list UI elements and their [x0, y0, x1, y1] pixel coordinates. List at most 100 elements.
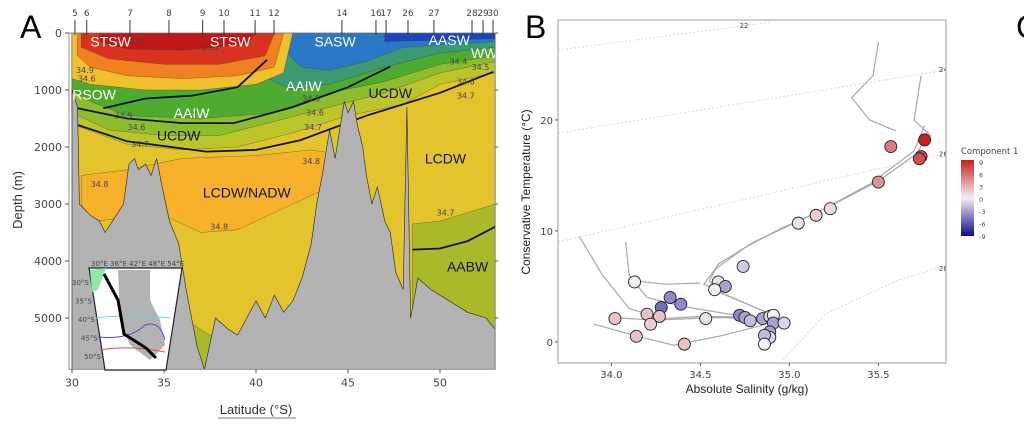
inset-lat-label: 45°S	[81, 335, 98, 343]
contour-label: 34.6	[306, 109, 324, 118]
contour-label: 34.4	[449, 57, 467, 66]
x-tick-label: 50	[433, 376, 447, 389]
section-frame	[68, 32, 496, 370]
inset-map: 30°E 36°E 42°E 48°E 54°E 30°S 35°S 40°S 45°S…	[72, 260, 184, 371]
contour-label: 34.7	[131, 140, 149, 149]
ts-point	[884, 140, 898, 153]
panel-label-a: A	[20, 9, 42, 45]
ts-point	[608, 312, 622, 326]
water-mass-label: SASW	[315, 34, 357, 50]
ts-xlabel: Absolute Salinity (g/kg)	[686, 382, 809, 396]
ts-point	[718, 279, 732, 293]
water-mass-label: UCDW	[369, 85, 413, 101]
panel-label-b: B	[525, 9, 546, 45]
ts-point	[743, 314, 757, 328]
inset-lat-label: 40°S	[78, 316, 95, 324]
neutral-density-line	[103, 59, 268, 110]
station-label: 10	[218, 9, 230, 19]
ts-profile	[913, 75, 933, 138]
ts-point	[823, 202, 837, 216]
ts-point	[736, 259, 750, 273]
inset-cruise-track	[102, 273, 158, 360]
neutral-density-line	[412, 226, 496, 251]
ts-point	[777, 316, 791, 330]
density-contour-label: 28	[939, 265, 948, 273]
y-tick-label: 3000	[34, 198, 62, 211]
inset-lat-label: 50°S	[84, 353, 101, 361]
x-tick-label: 45	[341, 376, 355, 389]
water-mass-label: LCDW	[425, 150, 467, 166]
salinity-region-stsw	[99, 33, 257, 51]
ts-point	[758, 337, 771, 351]
inset-lat-label: 30°S	[72, 279, 89, 287]
contour-label: 34.5	[302, 94, 320, 103]
ts-point	[644, 317, 658, 331]
ts-point	[677, 337, 691, 351]
contour-label: 34.7	[437, 208, 455, 217]
neutral-density-line	[71, 65, 391, 124]
legend-title: Component 1	[961, 147, 1018, 157]
x-tick-label: 35.5	[867, 370, 889, 381]
x-tick-label: 34.0	[600, 370, 622, 381]
water-mass-label: UCDW	[157, 128, 201, 144]
ts-profile	[702, 125, 926, 321]
station-label: 7	[127, 9, 133, 19]
station-label: 9	[200, 9, 206, 19]
x-tick-label: 35.0	[778, 370, 800, 381]
y-tick-label: 0	[547, 338, 553, 349]
legend-tick-label: 3	[979, 184, 983, 192]
legend-tick-label: 6	[979, 171, 983, 179]
station-label: 16	[370, 9, 382, 19]
inset-lon-labels: 30°E 36°E 42°E 48°E 54°E	[91, 260, 184, 268]
density-contour-label: 26	[939, 151, 948, 159]
station-label: 26	[402, 9, 414, 19]
station-label: 27	[428, 9, 439, 19]
ts-point	[918, 133, 932, 147]
ts-point	[708, 283, 722, 297]
water-mass-label: WW	[471, 45, 498, 61]
water-mass-label: LCDW/NADW	[203, 185, 292, 201]
contour-label: 35.5	[201, 43, 219, 52]
station-label: 12	[268, 9, 279, 19]
legend-tick-label: -3	[979, 208, 985, 216]
colorbar-legend: Component 1 9 6 3 0 -3 -6 -9	[961, 147, 1018, 241]
contour-label: 35.5	[127, 36, 145, 45]
x-tick-label: 35	[157, 376, 171, 389]
station-label: 28	[466, 9, 478, 19]
density-contour-label: 24	[939, 66, 948, 74]
contour-label: 34.5	[472, 63, 490, 72]
ts-point	[699, 312, 713, 326]
contour-label: 34.5	[115, 112, 133, 121]
section-ylabel: Depth (m)	[10, 171, 25, 229]
bathymetry	[71, 89, 496, 370]
neutral-density-line	[71, 70, 494, 153]
salinity-region-sasw	[264, 33, 496, 71]
ts-ylabel: Conservative Temperature (°C)	[519, 109, 533, 274]
ts-point	[628, 275, 641, 289]
density-contour	[558, 69, 946, 134]
y-tick-label: 0	[55, 27, 62, 40]
legend-tick-label: -9	[979, 233, 985, 241]
ts-point	[674, 297, 688, 311]
density-contour	[780, 264, 946, 363]
ts-profile	[850, 42, 897, 132]
station-label: 11	[249, 9, 260, 19]
inset-front-stf	[94, 315, 171, 319]
y-tick-label: 20	[540, 116, 553, 127]
inset-lat-label: 35°S	[75, 298, 92, 306]
contour-label: 34.6	[457, 77, 475, 86]
ts-point	[629, 329, 643, 343]
section-plot: 35.535.534.934.634.534.634.734.534.634.7…	[34, 9, 499, 389]
y-tick-label: 10	[540, 227, 553, 238]
contour-label: 34.7	[457, 92, 475, 101]
ts-frame	[557, 19, 947, 364]
water-mass-label: RSOW	[72, 87, 116, 103]
contour-label: 34.9	[76, 66, 94, 75]
inset-front-saf	[97, 323, 166, 341]
ts-profile	[593, 323, 763, 346]
x-tick-label: 34.5	[689, 370, 711, 381]
contour-label: 34.8	[91, 180, 109, 189]
water-mass-label: STSW	[90, 34, 131, 50]
contour-label: 34.7	[304, 123, 322, 132]
